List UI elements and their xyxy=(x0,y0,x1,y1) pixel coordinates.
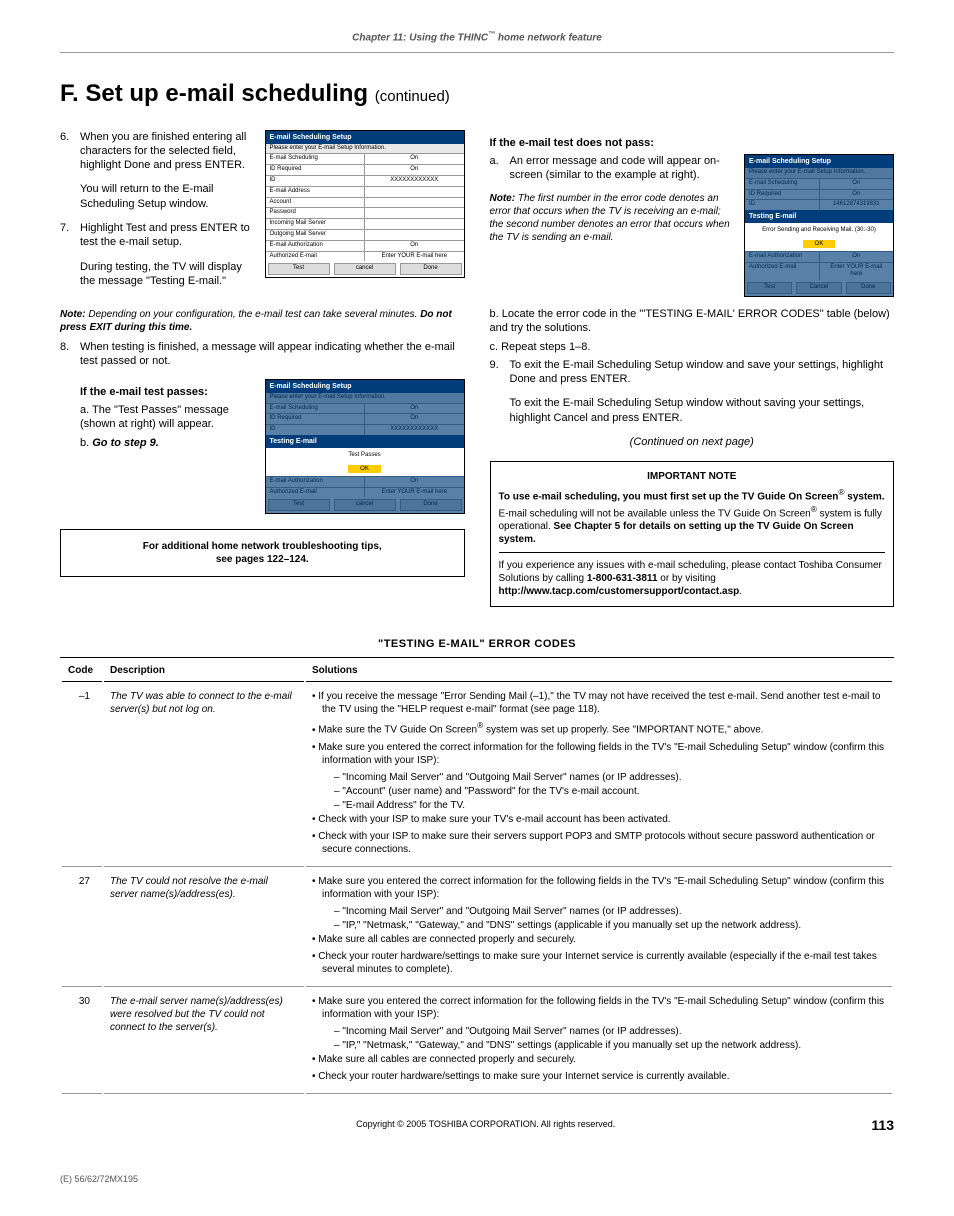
email-setup-dialog: E-mail Scheduling Setup Please enter you… xyxy=(265,130,465,279)
table-row: 27 The TV could not resolve the e-mail s… xyxy=(62,869,892,987)
divider xyxy=(60,52,894,53)
error-codes-title: "TESTING E-MAIL" ERROR CODES xyxy=(60,637,894,651)
tips-box: For additional home network troubleshoot… xyxy=(60,529,465,577)
important-note-box: IMPORTANT NOTE To use e-mail scheduling,… xyxy=(490,461,895,607)
step-text: An error message and code will appear on… xyxy=(510,154,735,183)
chapter-header: Chapter 11: Using the THINC™ home networ… xyxy=(60,30,894,44)
step-num: 7. xyxy=(60,221,80,250)
table-row: –1 The TV was able to connect to the e-m… xyxy=(62,684,892,866)
fail-heading: If the e-mail test does not pass: xyxy=(490,136,895,150)
left-column: 6.When you are finished entering all cha… xyxy=(60,130,465,607)
step-num: 6. xyxy=(60,130,80,173)
list-item: b. Locate the error code in the "'TESTIN… xyxy=(490,307,895,336)
step-text: To exit the E-mail Scheduling Setup wind… xyxy=(510,358,895,387)
test-button[interactable]: Test xyxy=(268,263,330,275)
step-sub: You will return to the E-mail Scheduling… xyxy=(80,182,255,211)
step-text: Highlight Test and press ENTER to test t… xyxy=(80,221,255,250)
right-column: If the e-mail test does not pass: a.An e… xyxy=(490,130,895,607)
step-num: 9. xyxy=(490,358,510,387)
cancel-button[interactable]: cancel xyxy=(334,263,396,275)
doc-id: (E) 56/62/72MX195 xyxy=(60,1174,894,1186)
step-sub: During testing, the TV will display the … xyxy=(80,260,255,289)
page-title: F. Set up e-mail scheduling (continued) xyxy=(60,78,894,109)
pass-heading: If the e-mail test passes: xyxy=(80,385,255,399)
step-text: When you are finished entering all chara… xyxy=(80,130,255,173)
note: Note: Depending on your configuration, t… xyxy=(60,308,465,334)
error-codes-table: CodeDescriptionSolutions –1 The TV was a… xyxy=(60,657,894,1095)
list-item: b. Go to step 9. xyxy=(80,436,255,450)
page-number: 113 xyxy=(871,1116,894,1134)
test-passes-dialog: E-mail Scheduling Setup Please enter you… xyxy=(265,379,465,514)
step-num: 8. xyxy=(60,340,80,369)
list-item: a. The "Test Passes" message (shown at r… xyxy=(80,403,255,432)
step-text: When testing is finished, a message will… xyxy=(80,340,465,369)
continued: (Continued on next page) xyxy=(490,435,895,449)
note: Note: The first number in the error code… xyxy=(490,192,735,244)
letter: a. xyxy=(490,154,510,183)
ok-button[interactable]: OK xyxy=(803,240,836,248)
ok-button[interactable]: OK xyxy=(348,465,381,473)
page-footer: Copyright © 2005 TOSHIBA CORPORATION. Al… xyxy=(60,1116,894,1134)
table-row: 30 The e-mail server name(s)/address(es)… xyxy=(62,989,892,1094)
done-button[interactable]: Done xyxy=(400,263,462,275)
list-item: c. Repeat steps 1–8. xyxy=(490,340,895,354)
error-dialog: E-mail Scheduling Setup Please enter you… xyxy=(744,154,894,297)
step-sub: To exit the E-mail Scheduling Setup wind… xyxy=(510,396,895,425)
